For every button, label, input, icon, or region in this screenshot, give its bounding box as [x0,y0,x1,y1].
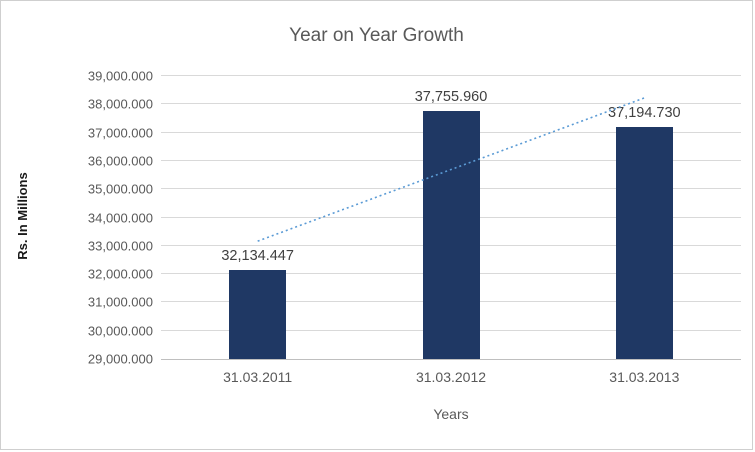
x-tick-label: 31.03.2013 [609,369,680,385]
y-axis-title: Rs. In Millions [15,172,30,260]
x-axis-title: Years [433,406,469,422]
y-tick-label: 39,000.000 [87,68,153,84]
gridline [161,75,741,76]
plot-area: 29,000.000 30,000.000 31,000.000 32,000.000… [88,69,741,385]
bar-value-label: 32,134.447 [221,248,294,265]
y-tick-label: 37,000.000 [87,125,153,141]
y-tick-label: 38,000.000 [87,96,153,112]
bar-value-label: 37,755.960 [414,89,488,106]
chart-title: Year on Year Growth [289,25,464,46]
bar-value-label: 37,194.730 [608,105,681,122]
x-axis-line [161,359,741,360]
y-tick-label: 34,000.000 [87,210,153,225]
y-tick-label: 31,000.000 [87,294,153,310]
x-tick-label: 31.03.2012 [415,369,487,385]
y-tick-label: 30,000.000 [87,323,153,339]
bar [615,127,673,359]
y-tick-label: 33,000.000 [87,238,153,254]
y-tick-label: 36,000.000 [87,153,153,169]
x-tick-label: 31.03.2011 [223,369,293,385]
y-tick-label: 29,000.000 [87,351,153,367]
y-tick-label: 35,000.000 [87,181,153,197]
y-tick-label: 32,000.000 [87,266,153,282]
bar [422,111,480,359]
bar [229,270,287,359]
